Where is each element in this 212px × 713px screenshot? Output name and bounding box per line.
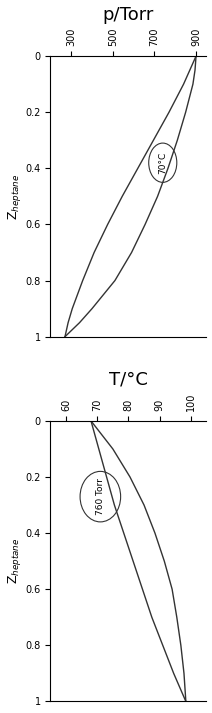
Text: 760 Torr: 760 Torr: [96, 478, 105, 515]
Y-axis label: Z$_{heptane}$: Z$_{heptane}$: [6, 538, 22, 585]
Text: 70°C: 70°C: [158, 152, 167, 174]
Title: p/Torr: p/Torr: [103, 6, 154, 24]
Title: T/°C: T/°C: [109, 371, 148, 389]
Y-axis label: Z$_{heptane}$: Z$_{heptane}$: [6, 173, 22, 220]
